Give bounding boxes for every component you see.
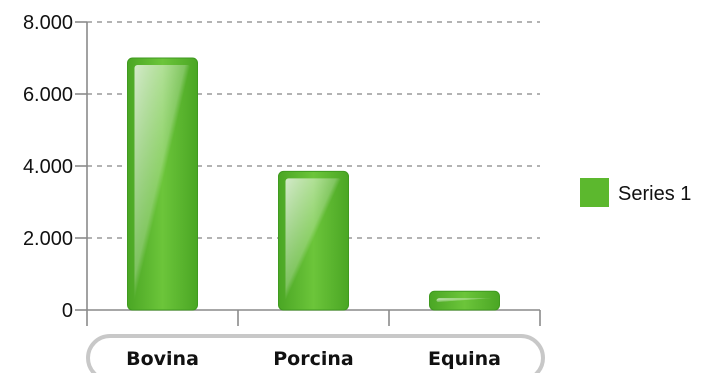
- x-tick-label: Equina: [428, 348, 501, 370]
- bar-bovina: [127, 57, 198, 311]
- legend-swatch: [580, 178, 609, 207]
- bar-equina: [429, 290, 500, 311]
- y-tick-label: 2.000: [23, 228, 73, 250]
- bar-gloss: [134, 65, 191, 301]
- y-tick-label: 0: [62, 300, 73, 322]
- legend-label: Series 1: [618, 183, 691, 205]
- bar-gloss: [285, 178, 342, 301]
- y-tick-label: 4.000: [23, 156, 73, 178]
- category-axis: Bovina Porcina Equina: [86, 334, 545, 373]
- x-tick-label: Bovina: [126, 348, 199, 370]
- bar-gloss: [436, 298, 493, 303]
- y-tick-label: 8.000: [23, 12, 73, 34]
- x-tick-label: Porcina: [273, 348, 353, 370]
- bar-porcina: [278, 170, 349, 311]
- y-tick-label: 6.000: [23, 84, 73, 106]
- category-label-frame: [86, 334, 545, 373]
- bars: [127, 57, 500, 311]
- legend: Series 1: [580, 178, 691, 207]
